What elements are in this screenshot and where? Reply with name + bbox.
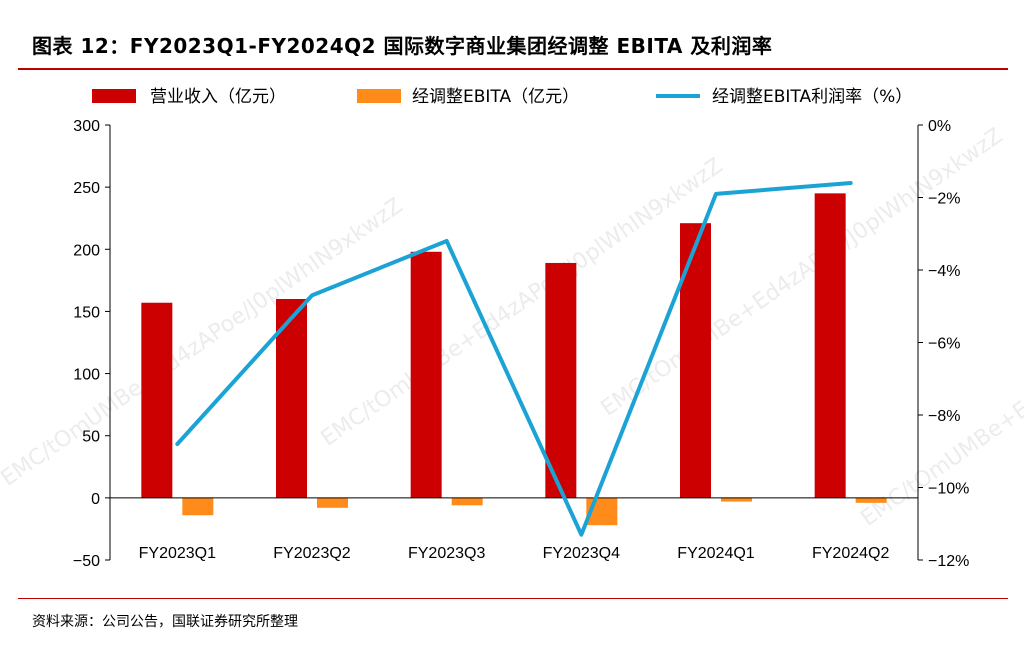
revenue-bar xyxy=(410,251,442,498)
left-tick-label: 100 xyxy=(73,367,100,384)
revenue-bar xyxy=(680,223,711,498)
ebita-bar xyxy=(451,497,483,506)
chart-title: 图表 12：FY2023Q1-FY2024Q2 国际数字商业集团经调整 EBIT… xyxy=(32,34,773,58)
margin-line xyxy=(175,181,853,537)
source-note: 资料来源：公司公告，国联证券研究所整理 xyxy=(32,614,298,630)
revenue-bar xyxy=(545,262,577,498)
left-tick-label: −50 xyxy=(73,553,100,570)
ebita-bar xyxy=(855,497,887,503)
x-tick-label: FY2023Q1 xyxy=(139,545,216,562)
right-tick-label: −6% xyxy=(928,336,960,353)
axes: −50 0 50 100 150 200 250 300 −12% −10% −8% −6% −4% −2… xyxy=(73,118,970,570)
right-tick-label: −10% xyxy=(928,481,969,498)
x-tick-label: FY2023Q4 xyxy=(543,545,620,562)
ebita-bar xyxy=(721,497,752,502)
title-divider xyxy=(18,68,1008,70)
ebita-bars xyxy=(182,497,887,526)
left-tick-label: 200 xyxy=(73,242,100,259)
revenue-bar xyxy=(141,302,173,498)
left-tick-label: 50 xyxy=(82,429,100,446)
right-tick-label: −12% xyxy=(928,553,969,570)
legend-label-ebita: 经调整EBITA（亿元） xyxy=(412,87,579,107)
x-tick-label: FY2024Q2 xyxy=(812,545,889,562)
right-tick-label: −4% xyxy=(928,263,960,280)
left-tick-label: 300 xyxy=(73,118,100,135)
legend-label-revenue: 营业收入（亿元） xyxy=(150,87,286,107)
ebita-bar xyxy=(317,497,348,508)
legend: 营业收入（亿元） 经调整EBITA（亿元） 经调整EBITA利润率（%） xyxy=(92,87,912,107)
legend-label-margin: 经调整EBITA利润率（%） xyxy=(712,87,912,107)
right-tick-label: −8% xyxy=(928,408,960,425)
x-tick-label: FY2023Q2 xyxy=(273,545,350,562)
right-tick-label: −2% xyxy=(928,191,960,208)
footer-divider xyxy=(18,598,1008,599)
x-tick-label: FY2024Q1 xyxy=(677,545,754,562)
right-tick-label: 0% xyxy=(928,118,951,135)
left-tick-label: 250 xyxy=(73,180,100,197)
left-tick-label: 150 xyxy=(73,304,100,321)
x-tick-label: FY2023Q3 xyxy=(408,545,485,562)
revenue-bar xyxy=(814,193,846,498)
left-tick-label: 0 xyxy=(91,491,100,508)
legend-swatch-ebita xyxy=(357,89,401,103)
combo-chart: 营业收入（亿元） 经调整EBITA（亿元） 经调整EBITA利润率（%） −50 0 5… xyxy=(73,87,970,570)
ebita-bar xyxy=(182,497,214,516)
margin-series-line xyxy=(175,181,853,537)
legend-swatch-revenue xyxy=(92,89,136,103)
